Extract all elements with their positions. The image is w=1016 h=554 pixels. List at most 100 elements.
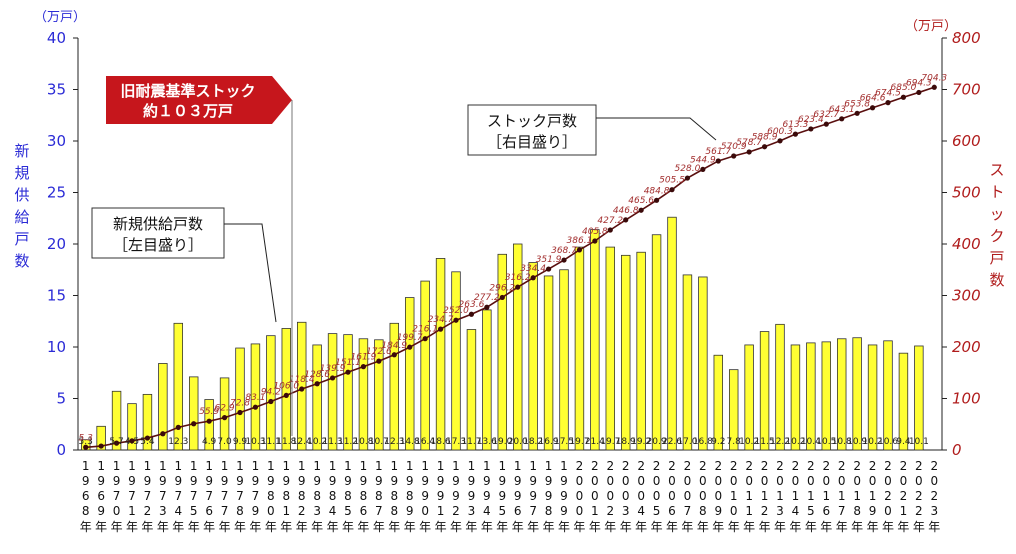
x-tick-digit: 7 [144, 489, 152, 503]
supply-bar-label: 10.1 [909, 437, 929, 447]
stock-point [175, 424, 181, 430]
right-tick-label: 0 [952, 441, 962, 459]
x-tick-digit: 2 [622, 459, 630, 473]
stock-point-label: 234.7 [428, 315, 454, 325]
x-tick-digit: 9 [437, 474, 445, 488]
right-tick-label: 100 [952, 390, 981, 408]
supply-bar-label: 10.2 [307, 437, 327, 447]
stock-point [206, 418, 212, 424]
x-tick-suffix: 年 [589, 520, 601, 534]
supply-bar [374, 339, 384, 451]
x-tick-suffix: 年 [450, 520, 462, 534]
supply-bar-label: 18.9 [616, 437, 636, 447]
supply-bar-label: 22.6 [662, 437, 682, 447]
x-tick-digit: 1 [375, 459, 383, 473]
x-tick-suffix: 年 [789, 520, 801, 534]
supply-label-box [91, 207, 225, 259]
stock-point-label: 674.5 [875, 89, 901, 99]
x-tick-digit: 7 [190, 489, 198, 503]
x-tick-digit: 2 [807, 459, 815, 473]
x-tick-digit: 4 [483, 504, 491, 518]
stock-point-label: 505.5 [659, 176, 685, 186]
stock-point [468, 311, 475, 317]
x-tick-suffix: 年 [543, 520, 555, 534]
supply-bar-label: 10.3 [245, 437, 265, 447]
x-tick-digit: 8 [236, 504, 244, 518]
stock-point [916, 89, 922, 96]
left-tick-label: 40 [47, 29, 66, 47]
x-tick-digit: 0 [421, 504, 429, 518]
x-tick-digit: 1 [853, 489, 861, 503]
supply-bar-label: 10.9 [847, 437, 867, 447]
supply-bar-label: 14.8 [400, 437, 420, 447]
x-tick-digit: 3 [159, 504, 167, 518]
supply-bar-label: 19.7 [569, 437, 589, 447]
x-tick-digit: 2 [930, 489, 938, 503]
right-tick-label: 700 [952, 81, 981, 99]
stock-point-label: 139.9 [320, 364, 346, 374]
x-tick-digit: 1 [128, 459, 136, 473]
supply-bar [605, 246, 616, 451]
stock-point [545, 266, 552, 272]
x-tick-suffix: 年 [141, 520, 153, 534]
x-tick-digit: 1 [360, 459, 368, 473]
supply-bar-label: 4.9 [202, 437, 217, 447]
x-tick-digit: 2 [668, 459, 676, 473]
supply-label-line1: 新規供給戸数 [113, 215, 203, 233]
stock-point-label: 216.1 [412, 325, 438, 335]
supply-bar [898, 352, 909, 451]
x-tick-digit: 8 [313, 489, 321, 503]
stock-point [484, 304, 490, 310]
supply-bar [836, 338, 847, 451]
stock-point-label: 263.6 [459, 300, 485, 310]
stock-point-label: 704.3 [921, 73, 947, 83]
supply-bar-label: 7.0 [217, 437, 232, 447]
right-tick-label: 500 [952, 184, 981, 202]
left-axis-title-char: 戸 [14, 230, 29, 248]
x-tick-digit: 6 [97, 489, 105, 503]
stock-point [299, 386, 305, 392]
supply-bar-label: 11.3 [323, 437, 343, 447]
stock-point-label: 613.3 [783, 120, 809, 130]
x-tick-suffix: 年 [126, 520, 138, 534]
x-tick-digit: 1 [807, 489, 815, 503]
x-tick-digit: 0 [915, 474, 923, 488]
x-tick-suffix: 年 [728, 520, 740, 534]
x-tick-digit: 9 [97, 474, 105, 488]
supply-bar [590, 229, 600, 451]
x-tick-digit: 1 [776, 489, 784, 503]
supply-bar-label: 19.0 [492, 437, 512, 447]
x-tick-digit: 0 [884, 474, 892, 488]
x-tick-digit: 9 [252, 474, 260, 488]
x-tick-digit: 1 [468, 459, 476, 473]
stock-point [376, 358, 382, 364]
supply-bar-label: 11.5 [755, 437, 775, 447]
x-tick-digit: 9 [714, 504, 722, 518]
x-tick-digit: 1 [128, 504, 136, 518]
x-tick-digit: 7 [838, 504, 846, 518]
x-tick-digit: 0 [684, 489, 692, 503]
x-tick-digit: 8 [360, 489, 368, 503]
x-tick-digit: 8 [390, 489, 398, 503]
supply-bar [235, 347, 245, 451]
x-tick-digit: 7 [128, 489, 136, 503]
x-tick-suffix: 年 [388, 520, 400, 534]
supply-bar [451, 271, 461, 451]
stock-label-line2: ［右目盛り］ [487, 133, 577, 151]
x-tick-suffix: 年 [249, 520, 261, 534]
x-tick-digit: 1 [437, 504, 445, 518]
x-tick-digit: 9 [498, 474, 506, 488]
x-tick-digit: 2 [930, 459, 938, 473]
supply-bar [651, 234, 662, 451]
x-tick-digit: 9 [267, 474, 275, 488]
stock-point [792, 131, 799, 137]
supply-bar [728, 369, 739, 451]
stock-label-line1: ストック戸数 [487, 112, 577, 130]
x-tick-digit: 3 [622, 504, 630, 518]
x-tick-digit: 9 [97, 504, 105, 518]
x-tick-digit: 2 [591, 459, 599, 473]
x-tick-digit: 4 [329, 504, 337, 518]
x-tick-digit: 0 [267, 504, 275, 518]
right-axis-unit: （万戸） [905, 19, 957, 34]
supply-bar-label: 5.7 [109, 437, 123, 447]
